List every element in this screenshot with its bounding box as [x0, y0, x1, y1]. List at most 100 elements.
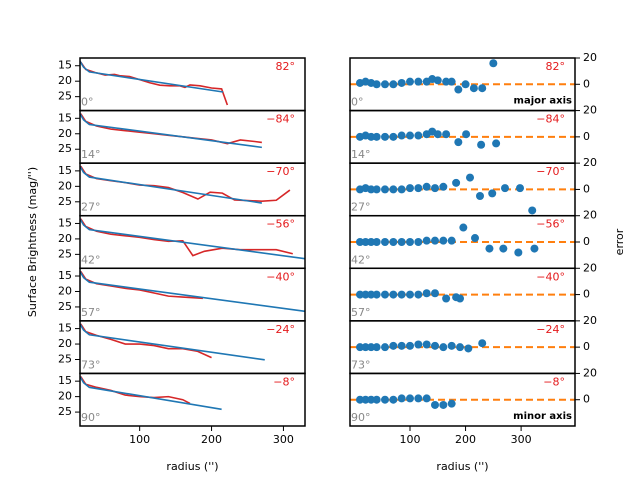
residual-point — [422, 394, 431, 403]
y-axis-label: Surface Brightness (mag/'') — [26, 167, 39, 317]
residual-point — [456, 343, 464, 352]
residual-point — [367, 343, 376, 352]
y-tick-label: 20 — [583, 261, 597, 274]
y-tick-label: 15 — [58, 374, 72, 387]
residual-point — [361, 395, 370, 404]
residual-point — [447, 77, 456, 86]
y-tick-label: 0 — [583, 340, 590, 353]
residual-point — [499, 244, 508, 253]
profile-line — [79, 270, 306, 313]
residual-point — [414, 394, 423, 403]
y-tick-label: 15 — [58, 111, 72, 124]
residual-point — [367, 185, 376, 194]
residual-point — [456, 294, 464, 303]
y-tick-label: 0 — [583, 235, 590, 248]
y-tick-label: 20 — [583, 104, 597, 117]
residual-point — [469, 84, 478, 93]
residual-point — [414, 131, 423, 140]
y-tick-label: 15 — [58, 59, 72, 72]
residual-point — [447, 236, 456, 245]
residual-point — [501, 184, 509, 193]
residual-point — [397, 78, 406, 87]
residual-point — [397, 131, 406, 140]
residual-point — [414, 184, 423, 193]
residual-point — [433, 130, 442, 139]
residual-point — [367, 395, 376, 404]
x-tick-label: 200 — [201, 433, 222, 446]
residual-point — [452, 178, 461, 187]
residual-point — [367, 238, 376, 246]
y-tick-label: 20 — [58, 284, 72, 297]
residual-point — [356, 238, 364, 246]
y-tick-label: 0 — [583, 288, 590, 301]
residual-point — [389, 341, 398, 350]
inclination-label: 42° — [81, 253, 101, 266]
x-axis-label: radius ('') — [166, 460, 218, 473]
residual-point — [471, 234, 479, 243]
residual-point — [397, 238, 406, 246]
y-tick-label: 0 — [583, 77, 590, 90]
residual-point — [381, 343, 389, 352]
axis-label: minor axis — [513, 411, 572, 422]
angle-label: −70° — [266, 165, 295, 178]
y-tick-label: 20 — [58, 337, 72, 350]
residual-point — [381, 238, 389, 246]
axis-label: major axis — [514, 96, 573, 107]
profile-line — [79, 113, 262, 149]
profile-line — [79, 218, 306, 260]
residual-point — [372, 343, 381, 352]
residual-point — [389, 185, 398, 194]
y-tick-label: 25 — [58, 353, 72, 366]
profile-line — [80, 323, 212, 359]
residual-point — [442, 130, 451, 139]
inclination-label: 0° — [81, 96, 94, 109]
y-tick-label: 15 — [58, 269, 72, 282]
inclination-label: 27° — [351, 201, 371, 214]
residual-point — [356, 395, 364, 404]
residual-point — [478, 339, 487, 348]
angle-label: −40° — [536, 270, 565, 283]
residual-point — [397, 341, 406, 350]
residual-point — [439, 400, 448, 409]
residual-point — [439, 236, 448, 245]
y-tick-label: 25 — [58, 195, 72, 208]
angle-label: −84° — [536, 113, 565, 126]
y-tick-label: 20 — [58, 179, 72, 192]
residual-point — [414, 238, 423, 246]
residual-point — [406, 290, 414, 299]
residual-point — [361, 290, 370, 299]
inclination-label: 0° — [351, 96, 364, 109]
residual-point — [372, 80, 381, 89]
angle-label: −40° — [266, 270, 295, 283]
y-tick-label: 20 — [583, 314, 597, 327]
y-tick-label: 15 — [58, 216, 72, 229]
residual-point — [431, 341, 439, 350]
residual-point — [414, 340, 423, 349]
residual-point — [397, 185, 406, 194]
residual-point — [431, 289, 439, 298]
x-tick-label: 300 — [511, 433, 532, 446]
inclination-label: 42° — [351, 253, 371, 266]
angle-label: 82° — [546, 60, 566, 73]
residual-point — [381, 80, 389, 89]
residual-point — [397, 290, 406, 299]
y-tick-label: 20 — [583, 209, 597, 222]
residual-point — [372, 185, 381, 194]
residual-point — [406, 77, 414, 86]
angle-label: 82° — [276, 60, 296, 73]
residual-point — [422, 289, 431, 298]
residual-point — [447, 341, 456, 350]
inclination-label: 73° — [351, 358, 371, 371]
residual-point — [422, 182, 431, 191]
residual-point — [459, 223, 468, 232]
residual-point — [454, 85, 463, 94]
residual-point — [464, 344, 473, 353]
y-tick-label: 25 — [58, 247, 72, 260]
residual-point — [406, 238, 414, 246]
inclination-label: 90° — [351, 411, 371, 424]
residual-point — [492, 139, 501, 148]
y-tick-label: 20 — [58, 74, 72, 87]
residual-point — [461, 80, 470, 89]
inclination-label: 73° — [81, 358, 101, 371]
